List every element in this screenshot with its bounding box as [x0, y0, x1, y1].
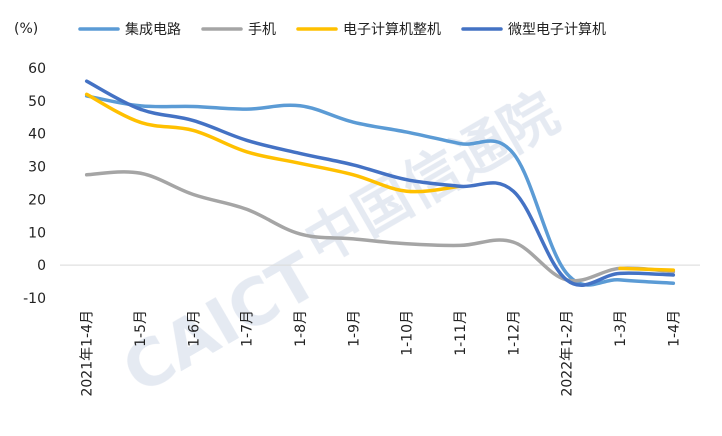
y-unit-label: (%) [14, 21, 38, 37]
y-tick-label: 50 [28, 94, 46, 110]
y-tick-label: -10 [23, 291, 46, 307]
series-line-2 [618, 266, 676, 272]
x-tick-label: 1-8月 [293, 310, 309, 347]
legend-label: 手机 [248, 22, 276, 38]
x-tick-label: 1-7月 [240, 310, 256, 347]
x-tick-label: 1-11月 [453, 310, 469, 356]
y-tick-label: 30 [28, 160, 46, 176]
legend-label: 集成电路 [125, 21, 181, 38]
legend-label: 微型电子计算机 [508, 22, 606, 38]
legend-label: 电子计算机整机 [343, 22, 441, 38]
x-tick-label: 2021年1-4月 [80, 310, 96, 397]
x-tick-label: 1-5月 [133, 310, 149, 347]
series-group [84, 79, 676, 287]
x-tick-label: 1-3月 [613, 310, 629, 347]
y-tick-label: 0 [37, 258, 46, 274]
series-line-2 [84, 92, 462, 194]
y-tick-label: 20 [28, 192, 46, 208]
series-line-0 [84, 94, 676, 287]
x-tick-label: 1-4月 [666, 310, 682, 347]
x-tick-label: 2022年1-2月 [560, 310, 576, 397]
y-axis-ticks: -10 0 10 20 30 40 50 60 [23, 61, 46, 307]
x-tick-label: 1-12月 [506, 310, 522, 356]
watermark: CAICT 中国信通院 [111, 81, 569, 409]
x-tick-label: 1-9月 [346, 310, 362, 347]
y-tick-label: 10 [28, 225, 46, 241]
x-tick-label: 1-10月 [400, 310, 416, 356]
y-tick-label: 40 [28, 127, 46, 143]
series-line-3 [84, 79, 676, 287]
y-tick-label: 60 [28, 61, 46, 77]
legend: 集成电路 手机 电子计算机整机 微型电子计算机 [78, 21, 606, 38]
x-tick-label: 1-6月 [186, 310, 202, 347]
x-axis-ticks: 2021年1-4月 1-5月 1-6月 1-7月 1-8月 1-9月 1-10月 1-11月 1… [80, 310, 683, 397]
